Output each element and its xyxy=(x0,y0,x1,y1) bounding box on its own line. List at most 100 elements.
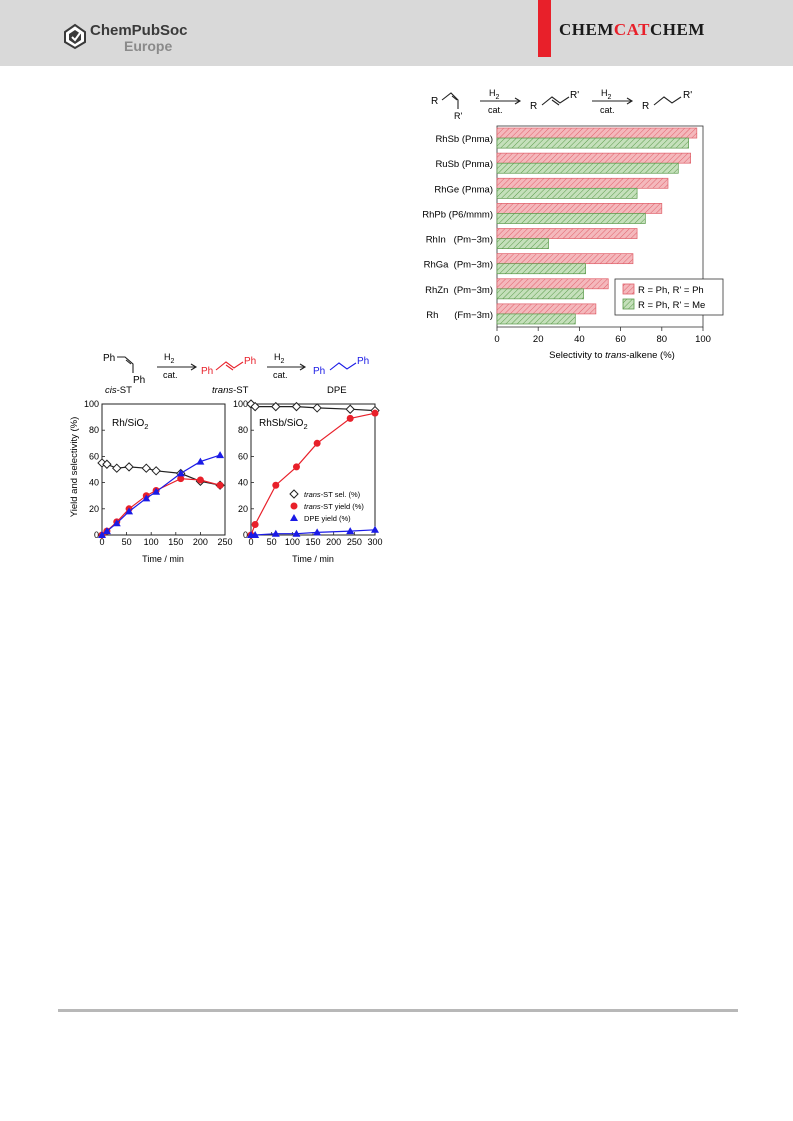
rh-point-sel-4 xyxy=(141,463,151,473)
kinetics-ylabel: Yield and selectivity (%) xyxy=(69,417,80,518)
rhsb-point-sel-1 xyxy=(250,401,260,412)
left-h2-1-main: H xyxy=(164,352,171,362)
rhsb-point-dpe-2 xyxy=(271,529,280,537)
rhsb-point-dpe-6 xyxy=(371,525,379,533)
stilbene-reaction-scheme: Ph Ph H2 cat. Ph Ph H2 cat. Ph Ph cis-ST… xyxy=(103,352,369,396)
trans-alkene-bonds xyxy=(541,96,570,106)
legend-text-trans: trans-ST yield (%) xyxy=(304,502,364,511)
rhsb-point-dpe-3 xyxy=(292,529,301,537)
trans-st-label-suffix: -ST xyxy=(233,385,249,396)
rh-panel-label: Rh/SiO2 xyxy=(112,418,148,431)
bar-xtick-label-0: 0 xyxy=(494,334,499,345)
rhsb-point-dpe-5 xyxy=(346,527,355,535)
cis-st-label-suffix: -ST xyxy=(117,385,133,396)
rh-xtick-label-0: 0 xyxy=(99,537,104,547)
rhsb-point-dpe-4 xyxy=(313,528,322,536)
left-h2-1: H2 xyxy=(164,352,175,365)
rhsb-sio2-plot: 0 50 100 150 200 250 300 0 20 40 60 80 100 xyxy=(233,399,383,547)
legend-text-sel: trans-ST sel. (%) xyxy=(304,490,361,499)
rhsb-xtick-label-5: 250 xyxy=(347,537,362,547)
rhsb-ytick-label-2: 40 xyxy=(238,478,248,488)
bar-ph-me-6 xyxy=(496,288,584,300)
legend-marker-dpe xyxy=(290,514,298,521)
scheme-r-label-3: R xyxy=(642,101,649,112)
rhsb-point-trans-3 xyxy=(292,463,300,471)
bar-category-label-5: RhGa (Pm−3m) xyxy=(424,260,493,271)
publisher-line2: Europe xyxy=(124,38,173,54)
rhsb-ytick-label-4: 80 xyxy=(238,425,248,435)
rhsb-point-trans-4 xyxy=(313,439,321,447)
rh-point-trans-6 xyxy=(177,475,185,483)
dpe-bonds xyxy=(329,362,357,371)
rhsb-point-sel-3 xyxy=(291,401,302,412)
cis-ph-2: Ph xyxy=(133,375,145,386)
rhsb-panel-label-sub: 2 xyxy=(303,422,307,431)
rh-ytick-label-1: 20 xyxy=(89,504,99,514)
rh-point-dpe-1 xyxy=(102,527,111,535)
rh-xtick-label-1: 50 xyxy=(122,537,132,547)
scheme-h2-1: H2 xyxy=(489,88,500,101)
cis-st-label-italic: cis xyxy=(105,385,117,396)
cis-st-bonds xyxy=(117,356,134,373)
rh-point-dpe-2 xyxy=(112,519,121,527)
rhsb-line-sel xyxy=(250,403,376,412)
rhsb-point-sel-2 xyxy=(271,401,281,412)
scheme-h2-2-sub: 2 xyxy=(608,94,612,101)
trans-ph-1: Ph xyxy=(201,366,213,377)
legend-text-dpe: DPE yield (%) xyxy=(304,514,351,523)
bar-ph-ph-4 xyxy=(496,228,638,239)
bar-chart-legend: R = Ph, R' = Ph R = Ph, R' = Me xyxy=(614,278,724,316)
rhsb-panel-label-main: RhSb/SiO xyxy=(259,418,304,429)
journal-logo-part1: CHEM xyxy=(559,20,614,39)
legend-marker-trans xyxy=(290,502,298,510)
rh-xtick-label-3: 150 xyxy=(168,537,183,547)
legend-marker-sel xyxy=(289,489,299,499)
scheme-r-label-1: R xyxy=(431,96,438,107)
footer-divider xyxy=(58,1009,738,1012)
alkane-bonds xyxy=(653,96,682,106)
cis-st-label: cis-ST xyxy=(105,385,132,396)
scheme-cat-1: cat. xyxy=(488,105,503,115)
rh-ytick-label-3: 60 xyxy=(89,451,99,461)
scheme-h2-2: H2 xyxy=(601,88,612,101)
bar-xtick-label-2: 40 xyxy=(574,334,585,345)
rh-point-trans-8 xyxy=(216,481,224,489)
rh-panel-label-main: Rh/SiO xyxy=(112,418,144,429)
bar-xlabel-post: -alkene (%) xyxy=(626,350,675,361)
bar-ph-ph-1 xyxy=(496,152,691,164)
rhsb-xtick-label-1: 50 xyxy=(267,537,277,547)
rh-point-sel-3 xyxy=(124,462,134,472)
rhsb-panel-label: RhSb/SiO2 xyxy=(259,418,308,431)
rh-ytick-label-4: 80 xyxy=(89,425,99,435)
bar-xtick-label-1: 20 xyxy=(533,334,544,345)
bar-plot-frame xyxy=(496,125,704,328)
bar-ph-ph-2 xyxy=(496,177,669,189)
legend-text-trans-rest: -ST yield (%) xyxy=(321,502,365,511)
top-reaction-scheme: R R' H2 cat. R R' H2 cat. R R' xyxy=(431,88,692,121)
bar-ph-me-7 xyxy=(496,313,576,325)
kinetics-legend: trans-ST sel. (%) trans-ST yield (%) DPE… xyxy=(289,489,364,523)
rh-ytick-label-2: 40 xyxy=(89,478,99,488)
scheme-cat-2: cat. xyxy=(600,105,615,115)
dpe-ph-1: Ph xyxy=(313,366,325,377)
bar-ph-ph-7 xyxy=(496,303,597,315)
bar-chart-plot: RhSb (Pnma) RuSb (Pnma) RhGe (Pnma) RhPb (P… xyxy=(422,125,711,345)
rh-ytick-label-5: 100 xyxy=(84,399,99,409)
rh-point-sel-5 xyxy=(151,466,161,476)
bar-xtick-label-3: 60 xyxy=(615,334,626,345)
bar-category-label-2: RhGe (Pnma) xyxy=(434,184,493,195)
rh-point-sel-1 xyxy=(102,459,112,469)
trans-ph-2: Ph xyxy=(244,356,256,367)
rhsb-ytick-label-3: 60 xyxy=(238,451,248,461)
publisher-line1: ChemPubSoc xyxy=(90,22,188,39)
bar-category-label-6: RhZn (Pm−3m) xyxy=(425,285,493,296)
rh-point-dpe-8 xyxy=(216,451,225,459)
dpe-label: DPE xyxy=(327,385,347,396)
scheme-r-label-2: R xyxy=(530,101,537,112)
rh-point-dpe-5 xyxy=(152,487,161,495)
cis-alkene-bonds xyxy=(441,92,459,109)
journal-logo-part3: CHEM xyxy=(650,20,705,39)
rhsb-xlabel: Time / min xyxy=(292,554,334,564)
bar-ph-me-4 xyxy=(496,238,549,249)
bar-category-label-1: RuSb (Pnma) xyxy=(435,159,493,170)
